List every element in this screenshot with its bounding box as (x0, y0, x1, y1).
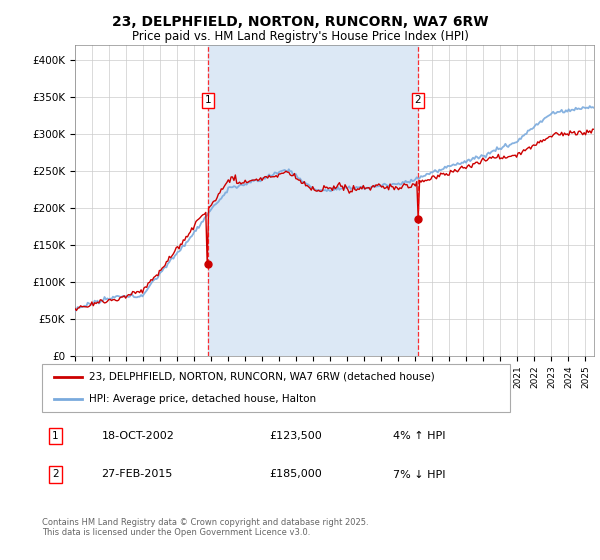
Text: 4% ↑ HPI: 4% ↑ HPI (393, 431, 445, 441)
Bar (208, 45, 418, 356)
Text: 7% ↓ HPI: 7% ↓ HPI (393, 469, 445, 479)
Text: HPI: Average price, detached house, Halton: HPI: Average price, detached house, Halt… (89, 394, 316, 404)
Text: 23, DELPHFIELD, NORTON, RUNCORN, WA7 6RW (detached house): 23, DELPHFIELD, NORTON, RUNCORN, WA7 6RW… (89, 372, 434, 382)
Text: Contains HM Land Registry data © Crown copyright and database right 2025.
This d: Contains HM Land Registry data © Crown c… (42, 518, 368, 538)
Text: 27-FEB-2015: 27-FEB-2015 (101, 469, 173, 479)
FancyBboxPatch shape (42, 364, 510, 412)
Text: 18-OCT-2002: 18-OCT-2002 (101, 431, 174, 441)
Text: £185,000: £185,000 (269, 469, 322, 479)
Text: Price paid vs. HM Land Registry's House Price Index (HPI): Price paid vs. HM Land Registry's House … (131, 30, 469, 43)
Text: £123,500: £123,500 (269, 431, 322, 441)
Text: 1: 1 (205, 95, 211, 105)
Text: 23, DELPHFIELD, NORTON, RUNCORN, WA7 6RW: 23, DELPHFIELD, NORTON, RUNCORN, WA7 6RW (112, 15, 488, 29)
Text: 2: 2 (52, 469, 59, 479)
Text: 2: 2 (415, 95, 421, 105)
Text: 1: 1 (52, 431, 59, 441)
